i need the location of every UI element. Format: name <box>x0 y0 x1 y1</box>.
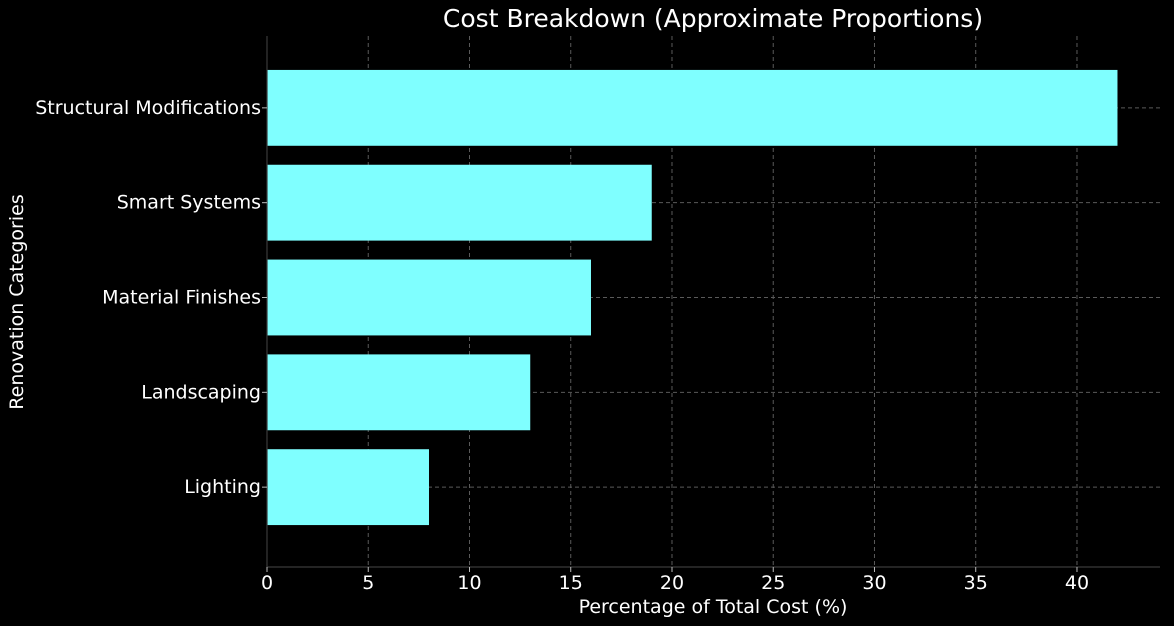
x-axis-ticks: 0 5 10 15 20 25 30 35 40 <box>261 567 1089 594</box>
y-tick-label: Material Finishes <box>102 287 261 309</box>
x-tick-label: 30 <box>862 572 886 594</box>
x-tick-label: 0 <box>261 572 273 594</box>
y-axis-ticks: Lighting Landscaping Material Finishes Smar… <box>35 97 267 498</box>
y-tick-label: Landscaping <box>141 381 261 403</box>
x-tick-label: 40 <box>1065 572 1089 594</box>
y-tick-label: Lighting <box>184 476 261 498</box>
bar-material-finishes <box>267 259 591 336</box>
x-tick-label: 15 <box>559 572 583 594</box>
bar-smart-systems <box>267 164 652 241</box>
x-axis-label: Percentage of Total Cost (%) <box>579 596 848 618</box>
y-axis-label: Renovation Categories <box>6 194 28 409</box>
y-tick-label: Structural Modifications <box>35 97 261 119</box>
bars <box>267 69 1118 526</box>
x-tick-label: 5 <box>362 572 374 594</box>
bar-structural-modifications <box>267 69 1118 146</box>
chart-title: Cost Breakdown (Approximate Proportions) <box>443 4 983 33</box>
bar-lighting <box>267 449 429 526</box>
x-tick-label: 35 <box>964 572 988 594</box>
y-tick-label: Smart Systems <box>117 192 261 214</box>
x-tick-label: 20 <box>660 572 684 594</box>
x-tick-label: 10 <box>457 572 481 594</box>
x-tick-label: 25 <box>761 572 785 594</box>
bar-landscaping <box>267 354 531 431</box>
axes-spines <box>266 36 1160 568</box>
